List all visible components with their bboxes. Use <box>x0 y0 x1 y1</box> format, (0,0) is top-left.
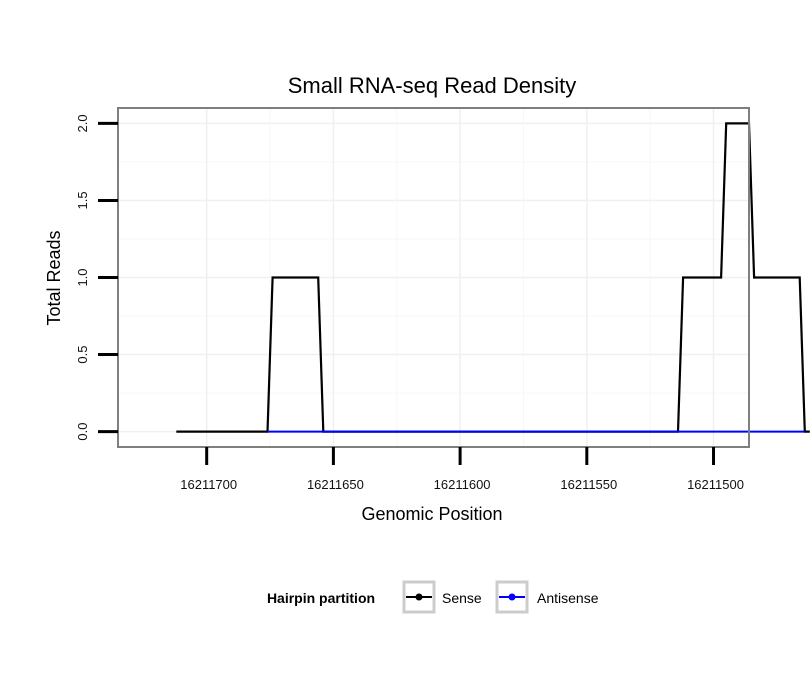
y-tick-label: 0.5 <box>75 346 90 364</box>
y-tick-label: 0.0 <box>75 423 90 441</box>
x-tick-label: 16211650 <box>307 477 364 492</box>
legend-point-sense <box>415 593 423 601</box>
x-tick-label: 16211550 <box>560 477 617 492</box>
x-axis-title: Genomic Position <box>361 504 502 524</box>
legend-point-antisense <box>508 593 516 601</box>
legend-title: Hairpin partition <box>267 590 375 606</box>
legend-label-antisense: Antisense <box>537 590 599 606</box>
x-tick-label: 16211700 <box>180 477 237 492</box>
legend-label-sense: Sense <box>442 590 482 606</box>
y-tick-label: 1.0 <box>75 268 90 286</box>
x-tick-label: 16211500 <box>687 477 744 492</box>
series-layer <box>176 122 810 433</box>
grid-lines <box>118 108 749 447</box>
x-axis: 16211700 16211650 16211600 16211550 16211500 <box>180 447 744 492</box>
y-axis-title: Total Reads <box>44 230 64 325</box>
x-tick-label: 16211600 <box>434 477 491 492</box>
series-line-sense <box>176 122 810 433</box>
chart-title: Small RNA-seq Read Density <box>288 73 577 98</box>
legend: Hairpin partition Sense Antisense <box>267 580 599 614</box>
y-tick-label: 2.0 <box>75 114 90 132</box>
y-tick-label: 1.5 <box>75 191 90 209</box>
y-axis: 0.0 0.5 1.0 1.5 2.0 <box>75 114 118 441</box>
